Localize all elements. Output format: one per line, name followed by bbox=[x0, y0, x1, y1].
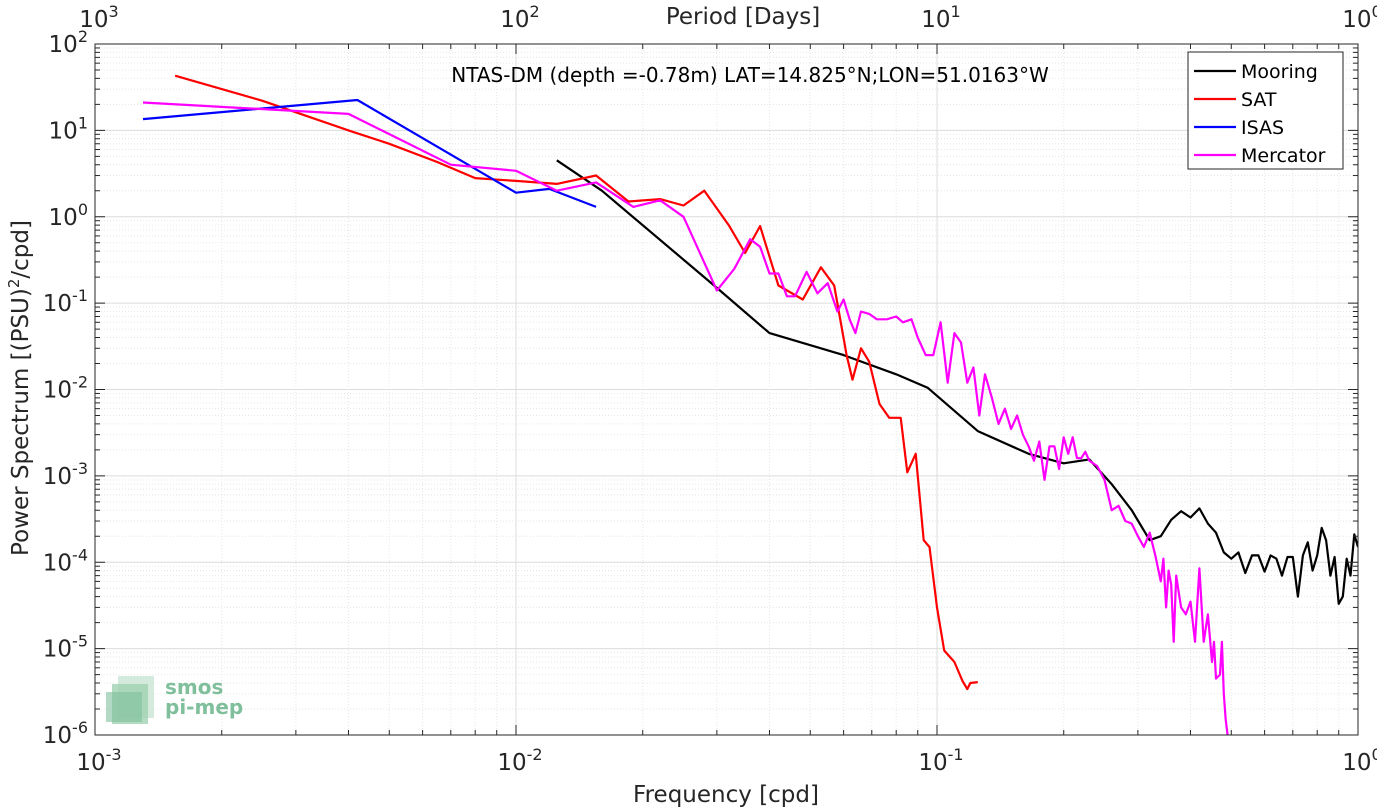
y-tick-label: 10-3 bbox=[43, 459, 88, 490]
x-tick-label: 10-1 bbox=[918, 745, 963, 776]
x-tick-label: 10-2 bbox=[497, 745, 542, 776]
y-axis-label-end: /cpd] bbox=[8, 220, 34, 279]
top-tick-label: 102 bbox=[500, 2, 539, 33]
x-tick-labels: 10-3 10-2 10-1 100 bbox=[76, 745, 1377, 776]
top-axis-label: Period [Days] bbox=[666, 4, 820, 30]
x-tick-label: 10-3 bbox=[76, 745, 121, 776]
y-tick-label: 10-1 bbox=[43, 286, 88, 317]
y-tick-labels: 10-6 10-5 10-4 10-3 10-2 10-1 100 101 102 bbox=[43, 27, 88, 749]
y-tick-label: 10-6 bbox=[43, 718, 88, 749]
logo-line2: pi-mep bbox=[165, 695, 243, 719]
top-tick-label: 103 bbox=[79, 2, 118, 33]
top-tick-labels: 103 102 101 100 bbox=[79, 2, 1377, 33]
y-tick-label: 10-2 bbox=[43, 373, 88, 404]
series-line-sat bbox=[174, 74, 978, 691]
top-tick-label: 101 bbox=[921, 2, 960, 33]
x-axis-label: Frequency [cpd] bbox=[633, 782, 819, 808]
tick-marks bbox=[94, 43, 1359, 736]
legend-label-mercator: Mercator bbox=[1241, 145, 1326, 167]
y-tick-label: 10-5 bbox=[43, 632, 88, 663]
legend-label-sat: SAT bbox=[1241, 89, 1277, 111]
series-line-isas bbox=[142, 98, 597, 208]
major-grid bbox=[95, 44, 1358, 735]
series-line-mercator bbox=[142, 101, 1229, 735]
y-axis-label-main: Power Spectrum [(PSU) bbox=[8, 288, 34, 556]
legend-label-mooring: Mooring bbox=[1241, 61, 1318, 83]
smos-pimep-logo: smos pi-mep bbox=[106, 675, 243, 724]
logo-line1: smos bbox=[165, 675, 223, 699]
legend: Mooring SAT ISAS Mercator bbox=[1187, 51, 1344, 170]
series-layer bbox=[142, 74, 1358, 735]
y-tick-label: 100 bbox=[49, 200, 88, 231]
y-tick-label: 10-4 bbox=[43, 545, 88, 576]
top-tick-label: 100 bbox=[1342, 2, 1377, 33]
y-tick-label: 101 bbox=[49, 113, 88, 144]
x-tick-label: 100 bbox=[1342, 745, 1377, 776]
legend-entries: Mooring SAT ISAS Mercator bbox=[1194, 61, 1326, 167]
y-tick-label: 102 bbox=[49, 27, 88, 58]
y-axis-label-sup: 2 bbox=[5, 279, 23, 289]
y-axis-label: Power Spectrum [(PSU)2/cpd] bbox=[5, 220, 34, 556]
legend-label-isas: ISAS bbox=[1241, 117, 1284, 139]
chart-title: NTAS-DM (depth =-0.78m) LAT=14.825°N;LON… bbox=[451, 63, 1049, 87]
series-line-mooring bbox=[556, 159, 1358, 605]
